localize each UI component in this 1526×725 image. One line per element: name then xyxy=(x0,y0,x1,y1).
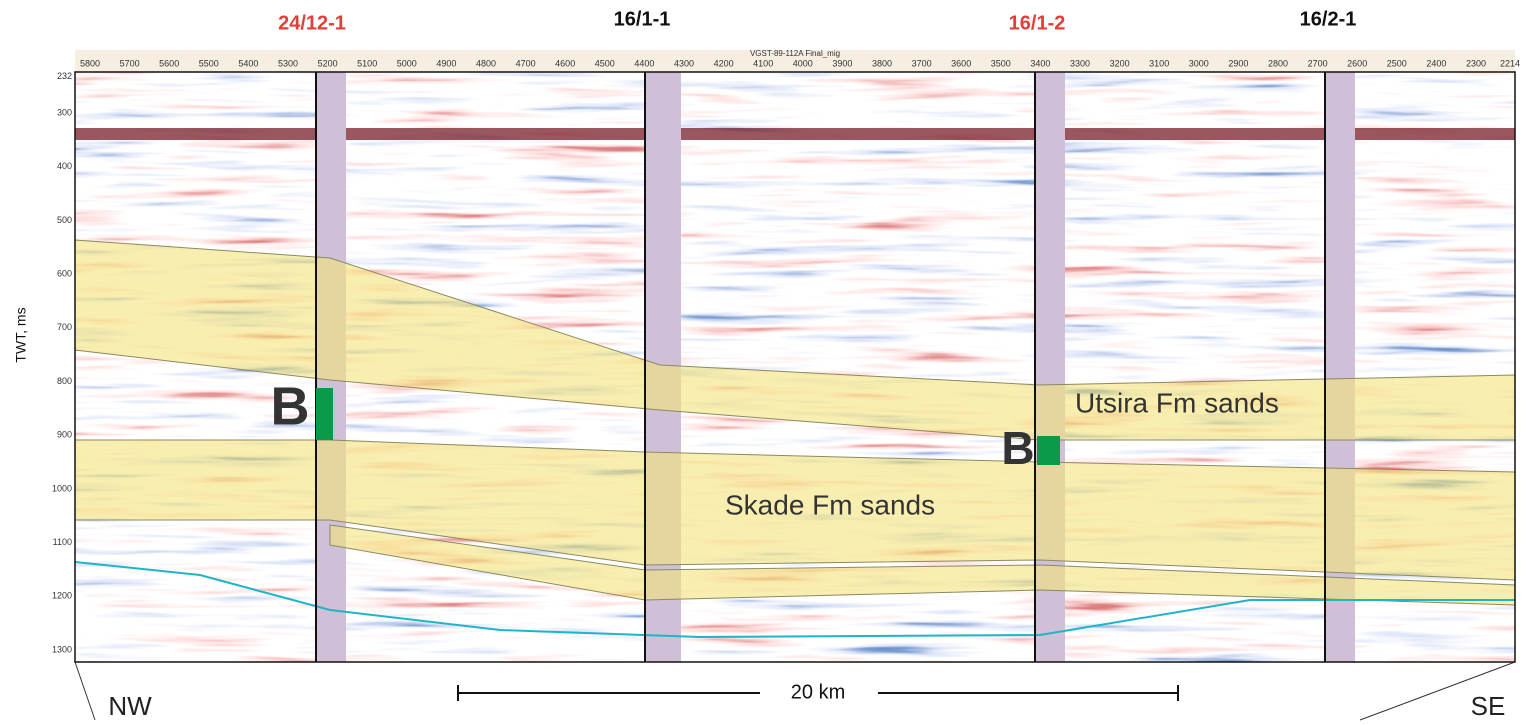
marker-label: B xyxy=(271,376,310,436)
twt-label: 1300 xyxy=(52,644,72,654)
section-frame xyxy=(74,71,1516,663)
direction-label: NW xyxy=(108,691,152,721)
trace-label: 4000 xyxy=(793,58,813,68)
base-horizon xyxy=(74,561,1515,639)
trace-label: 5000 xyxy=(397,58,417,68)
scale-label: 20 km xyxy=(791,681,845,703)
trace-label: 5600 xyxy=(159,58,179,68)
trace-label: 2700 xyxy=(1308,58,1328,68)
trace-label: 4500 xyxy=(595,58,615,68)
trace-label: 3700 xyxy=(912,58,932,68)
scale-bar xyxy=(457,685,1179,701)
twt-label: 400 xyxy=(57,161,72,171)
trace-label: 4800 xyxy=(476,58,496,68)
twt-label: 1200 xyxy=(52,591,72,601)
marker-label: B xyxy=(1001,422,1034,474)
trace-label: 4300 xyxy=(674,58,694,68)
trace-label: 5400 xyxy=(238,58,258,68)
trace-label: 3500 xyxy=(991,58,1011,68)
trace-header xyxy=(75,50,1515,72)
trace-label: 3300 xyxy=(1070,58,1090,68)
twt-label: 300 xyxy=(57,107,72,117)
unit-label: Utsira Fm sands xyxy=(1075,387,1279,418)
twt-label: 1100 xyxy=(53,537,72,547)
marker-box xyxy=(316,388,333,440)
trace-label: 5800 xyxy=(80,58,100,68)
trace-label: 5700 xyxy=(120,58,140,68)
twt-label: 1000 xyxy=(52,483,72,493)
trace-label: 3600 xyxy=(951,58,971,68)
trace-label: 5200 xyxy=(318,58,338,68)
trace-label: 4700 xyxy=(516,58,536,68)
trace-label: 2900 xyxy=(1228,58,1248,68)
trace-label: 2500 xyxy=(1387,58,1407,68)
trace-label: 4200 xyxy=(714,58,734,68)
well-column xyxy=(1035,72,1065,662)
trace-label: 3900 xyxy=(832,58,852,68)
perspective-line xyxy=(74,661,96,721)
trace-label: 5500 xyxy=(199,58,219,68)
trace-label: 4400 xyxy=(634,58,654,68)
trace-label: 2800 xyxy=(1268,58,1288,68)
trace-label: 4900 xyxy=(436,58,456,68)
twt-label: 232 xyxy=(57,71,72,81)
well-name: 16/1-1 xyxy=(614,8,671,30)
well-name: 24/12-1 xyxy=(278,12,346,34)
perspective-line xyxy=(1359,661,1516,721)
trace-label: 2300 xyxy=(1466,58,1486,68)
trace-label: 3800 xyxy=(872,58,892,68)
trace-label: 3200 xyxy=(1110,58,1130,68)
twt-label: 600 xyxy=(57,268,72,278)
trace-label: 2214 xyxy=(1500,58,1520,68)
twt-label: 700 xyxy=(57,322,72,332)
trace-label: 5300 xyxy=(278,58,298,68)
twt-label: 900 xyxy=(57,430,72,440)
direction-label: SE xyxy=(1471,691,1506,721)
marker-box xyxy=(1037,436,1060,465)
trace-label: 4600 xyxy=(555,58,575,68)
trace-label: 3100 xyxy=(1149,58,1169,68)
twt-label: 800 xyxy=(57,376,72,386)
line-name: VGST-89-112A Final_mig xyxy=(750,49,840,58)
unit-label: Skade Fm sands xyxy=(725,489,935,520)
trace-label: 3400 xyxy=(1030,58,1050,68)
well-lines xyxy=(315,72,1326,662)
trace-label: 2600 xyxy=(1347,58,1367,68)
well-name: 16/2-1 xyxy=(1300,8,1357,30)
trace-label: 2400 xyxy=(1426,58,1446,68)
strong-reflector xyxy=(75,128,1515,140)
trace-label: 4100 xyxy=(753,58,773,68)
axis-label: TWT, ms xyxy=(13,307,29,362)
trace-label: 5100 xyxy=(357,58,377,68)
well-name: 16/1-2 xyxy=(1009,12,1066,34)
twt-label: 500 xyxy=(57,215,72,225)
trace-label: 3000 xyxy=(1189,58,1209,68)
